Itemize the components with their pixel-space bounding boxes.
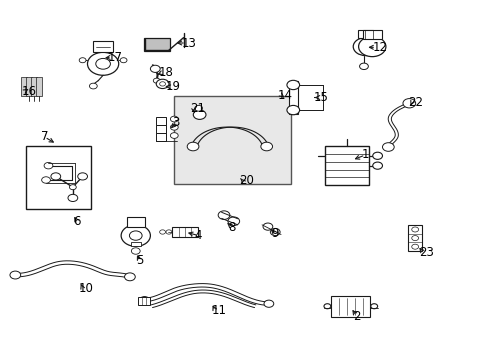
- Circle shape: [359, 42, 370, 51]
- Bar: [138, 297, 150, 305]
- Text: 9: 9: [271, 227, 278, 240]
- Text: 17: 17: [108, 51, 122, 64]
- Bar: [156, 125, 166, 134]
- Circle shape: [286, 105, 299, 115]
- Bar: [26, 77, 32, 96]
- Circle shape: [227, 217, 239, 226]
- Circle shape: [140, 297, 149, 304]
- Circle shape: [382, 143, 393, 151]
- Text: 18: 18: [158, 66, 173, 79]
- Bar: [143, 39, 169, 51]
- Text: 11: 11: [211, 305, 226, 318]
- Circle shape: [372, 152, 382, 159]
- Circle shape: [370, 304, 377, 309]
- Text: 10: 10: [79, 282, 93, 295]
- Text: 21: 21: [189, 103, 204, 116]
- Circle shape: [156, 79, 168, 89]
- Circle shape: [129, 231, 142, 240]
- Bar: [26, 146, 91, 209]
- Circle shape: [121, 225, 150, 246]
- Text: 15: 15: [313, 91, 328, 104]
- Text: 2: 2: [352, 310, 360, 323]
- Circle shape: [68, 194, 78, 202]
- Circle shape: [10, 271, 20, 279]
- Bar: [172, 226, 197, 237]
- Circle shape: [411, 227, 418, 232]
- Bar: [131, 242, 141, 246]
- Bar: [363, 30, 381, 39]
- Circle shape: [218, 211, 229, 220]
- Circle shape: [159, 230, 165, 234]
- Bar: [21, 77, 27, 96]
- Text: 23: 23: [418, 246, 433, 259]
- Circle shape: [270, 228, 280, 235]
- Text: 5: 5: [136, 254, 143, 267]
- Circle shape: [411, 235, 418, 240]
- Bar: [407, 225, 422, 251]
- Circle shape: [89, 83, 97, 89]
- Circle shape: [263, 223, 272, 230]
- Circle shape: [411, 244, 418, 249]
- Text: 13: 13: [182, 36, 197, 50]
- Circle shape: [96, 58, 110, 69]
- Circle shape: [44, 162, 53, 169]
- Circle shape: [358, 37, 385, 57]
- Text: 4: 4: [194, 229, 202, 242]
- Circle shape: [78, 173, 87, 180]
- Circle shape: [159, 82, 165, 86]
- Circle shape: [131, 248, 140, 254]
- Bar: [127, 217, 144, 226]
- Bar: [173, 96, 290, 184]
- Circle shape: [170, 125, 178, 130]
- Bar: [31, 77, 37, 96]
- Circle shape: [372, 162, 382, 169]
- Text: 3: 3: [172, 116, 180, 129]
- Bar: [330, 296, 369, 317]
- Text: 14: 14: [277, 89, 292, 102]
- Bar: [36, 77, 41, 96]
- Circle shape: [193, 110, 205, 120]
- Circle shape: [170, 133, 178, 138]
- Bar: [325, 146, 368, 185]
- Circle shape: [150, 65, 160, 72]
- Circle shape: [120, 58, 127, 63]
- Text: 1: 1: [361, 148, 368, 161]
- Circle shape: [359, 63, 367, 69]
- Text: 19: 19: [165, 80, 180, 93]
- Bar: [143, 39, 169, 51]
- Bar: [156, 117, 166, 126]
- Circle shape: [165, 230, 171, 234]
- Bar: [288, 81, 297, 114]
- Text: 7: 7: [41, 130, 48, 144]
- Circle shape: [402, 99, 415, 108]
- Circle shape: [69, 185, 76, 190]
- Bar: [93, 41, 113, 52]
- Circle shape: [87, 52, 119, 75]
- Bar: [357, 30, 372, 38]
- Circle shape: [51, 173, 61, 180]
- Circle shape: [324, 304, 330, 309]
- Circle shape: [352, 38, 377, 55]
- Text: 22: 22: [407, 96, 422, 109]
- Text: 16: 16: [21, 85, 36, 98]
- Circle shape: [124, 273, 135, 281]
- Circle shape: [286, 80, 299, 90]
- Text: 20: 20: [238, 174, 253, 187]
- Text: 6: 6: [73, 215, 80, 228]
- Circle shape: [170, 116, 178, 122]
- Bar: [156, 133, 166, 141]
- Circle shape: [264, 300, 273, 307]
- Text: 8: 8: [228, 221, 235, 234]
- Circle shape: [260, 142, 272, 151]
- Circle shape: [194, 105, 202, 111]
- Circle shape: [41, 177, 50, 183]
- Text: 12: 12: [371, 41, 386, 54]
- Circle shape: [79, 58, 86, 63]
- Circle shape: [153, 78, 160, 83]
- Circle shape: [187, 142, 199, 151]
